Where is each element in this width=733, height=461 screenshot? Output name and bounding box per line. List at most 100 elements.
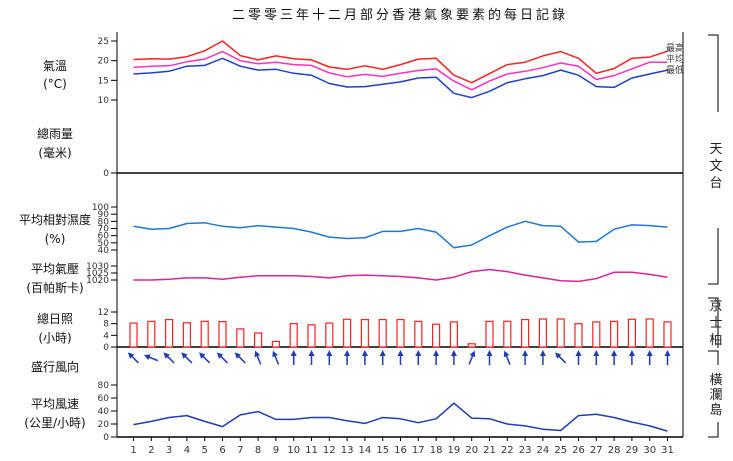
sunshine-label: 總日照 (37, 311, 73, 326)
wind-direction-arrow (127, 352, 139, 364)
day-label: 31 (661, 445, 674, 456)
sunshine-bar (574, 323, 583, 348)
temperature-tick-label: 10 (98, 96, 110, 106)
sunshine-unit: (小時) (38, 331, 71, 345)
sunshine-bar (627, 318, 637, 348)
day-label: 1 (130, 445, 136, 456)
day-label: 19 (448, 445, 461, 456)
wind-direction-arrow (646, 350, 653, 365)
humidity-tick-label: 70 (98, 225, 110, 235)
wind-direction-arrow (290, 350, 297, 365)
humidity-line (133, 220, 668, 249)
humidity-tick-label: 80 (98, 217, 110, 227)
temperature-mean-line (133, 50, 668, 91)
station-henglandao-char: 瀾 (709, 388, 722, 403)
wind-direction-arrow (433, 350, 440, 365)
wind-direction-arrow-head (290, 350, 297, 356)
legend-max: 最高 (666, 42, 684, 54)
wind-speed-tick-label: 0 (103, 433, 109, 443)
station-jingshibai-char: 柏 (709, 333, 722, 348)
wind-direction-arrow-head (469, 350, 476, 358)
sunshine-bar (325, 322, 334, 348)
pressure-tick-label: 1025 (86, 269, 109, 279)
sunshine-bar (414, 320, 423, 348)
wind-direction-arrow-head (539, 350, 546, 356)
sunshine-bar (343, 318, 352, 348)
wind-direction-arrow (628, 350, 635, 365)
pressure-tick-label: 1030 (86, 262, 109, 272)
wind-direction-arrow-head (344, 350, 351, 356)
day-label: 2 (148, 445, 154, 456)
sunshine-bar (378, 318, 387, 348)
wind-direction-arrow-head (143, 354, 151, 361)
wind-direction-arrow-head (234, 352, 242, 359)
sunshine-bar (592, 321, 601, 348)
wind-direction-arrow (181, 352, 193, 364)
sunshine-bar (307, 324, 316, 348)
wind-speed-tick-label: 60 (98, 394, 110, 404)
wind-direction-arrow (344, 350, 351, 365)
humidity-tick-label: 60 (98, 232, 110, 242)
sunshine-bar (129, 322, 138, 348)
wind-direction-arrow-head (163, 352, 170, 359)
sunshine-bar (663, 321, 672, 348)
station-jingshibai-char: 京 (709, 299, 722, 314)
day-label: 15 (376, 445, 389, 456)
wind-direction-arrow (199, 352, 211, 364)
data-layer (127, 40, 672, 432)
wind-direction-arrow (575, 350, 582, 365)
rainfall-tick-label: 0 (103, 169, 109, 179)
day-label: 9 (273, 445, 279, 456)
wind-direction-arrow-head (415, 350, 422, 356)
day-label: 20 (465, 445, 478, 456)
day-label: 13 (341, 445, 354, 456)
wind-direction-arrow-head (433, 350, 440, 356)
wind-direction-arrow (611, 350, 618, 365)
humidity-tick-label: 50 (98, 239, 110, 249)
wind-direction-arrow (503, 350, 511, 365)
sunshine-bar (236, 328, 245, 348)
wind-direction-arrow-head (199, 352, 206, 359)
day-label: 14 (359, 445, 372, 456)
wind-direction-arrow-head (555, 352, 562, 359)
temperature-label: 氣溫 (43, 59, 67, 73)
sunshine-bar (165, 318, 174, 348)
pressure-unit: (百帕斯卡) (26, 280, 83, 295)
temperature-tick-label: 20 (98, 57, 110, 67)
wind-direction-arrow-head (397, 350, 404, 356)
station-henglandao-char: 島 (709, 403, 722, 418)
sunshine-bar (147, 320, 156, 348)
wind-direction-arrow-head (216, 352, 224, 359)
day-label: 23 (519, 445, 532, 456)
wind-direction-arrow-head (664, 350, 671, 356)
day-label: 30 (643, 445, 656, 456)
wind-direction-arrow (539, 350, 546, 365)
wind-direction-arrow (664, 350, 671, 365)
sunshine-tick-label: 4 (103, 331, 109, 341)
wind-direction-arrow (143, 354, 159, 362)
day-label: 10 (287, 445, 300, 456)
temperature-tick-label: 15 (98, 76, 109, 86)
wind-direction-arrow (308, 350, 315, 365)
temperature-tick-label: 25 (98, 37, 109, 47)
sunshine-bar (200, 320, 209, 348)
sunshine-bar (645, 318, 654, 348)
wind-speed-tick-label: 20 (98, 420, 110, 430)
day-label: 28 (608, 445, 621, 456)
sunshine-bar (218, 321, 227, 348)
wind-direction-arrow (254, 350, 262, 365)
wind-speed-label: 平均風速 (31, 397, 79, 411)
station-tianwentai-char: 文 (709, 159, 722, 174)
wind-direction-arrow (361, 350, 368, 365)
wind-direction-arrow (415, 350, 422, 365)
day-label: 11 (305, 445, 318, 456)
wind-direction-arrow-head (628, 350, 635, 356)
sunshine-tick-label: 0 (103, 343, 109, 353)
wind-speed-unit: (公里/小時) (24, 416, 85, 430)
wind-direction-arrow-head (450, 350, 457, 356)
humidity-unit: (%) (45, 232, 66, 246)
sunshine-tick-label: 12 (98, 308, 109, 318)
sunshine-bar (182, 322, 191, 348)
wind-speed-tick-label: 40 (98, 407, 110, 417)
wind-direction-arrow-head (379, 350, 386, 356)
